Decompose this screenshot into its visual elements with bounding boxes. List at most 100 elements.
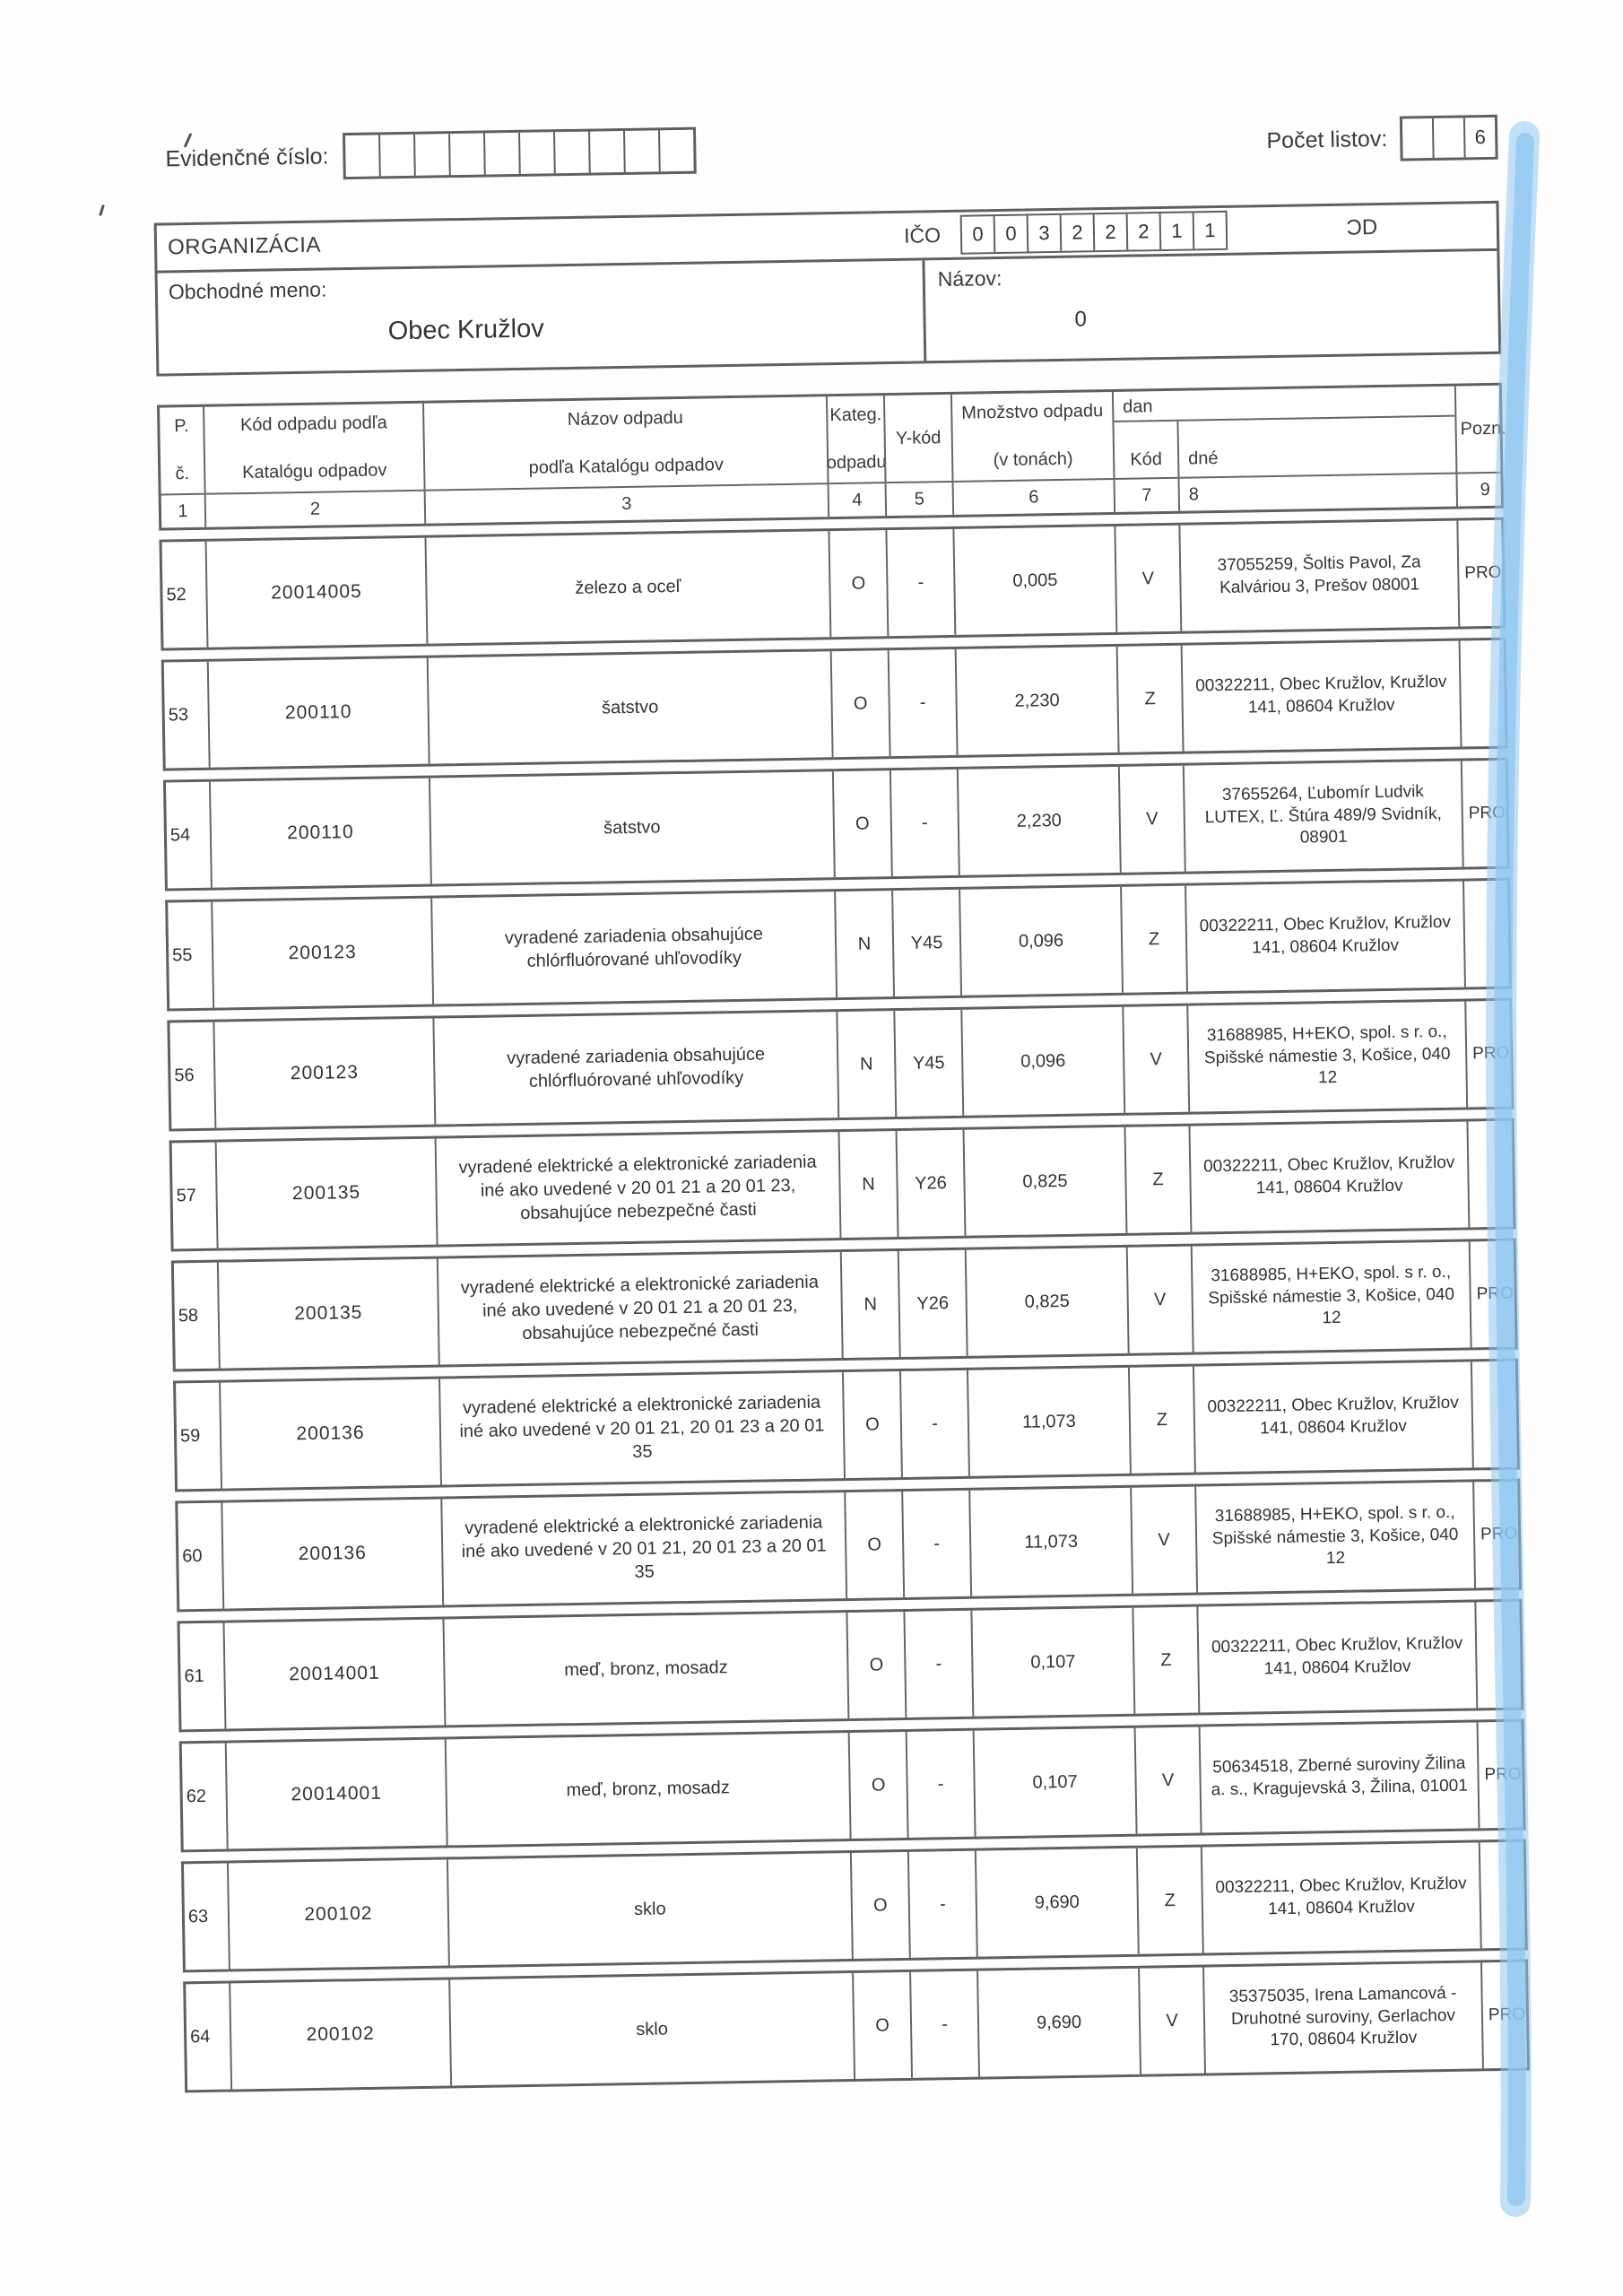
y-code-cell: - — [898, 1370, 968, 1478]
header-cell-waste-code: Kód odpadu podľa Katalógu odpadov — [203, 403, 424, 493]
evidence-number-cell — [518, 132, 554, 174]
organization-cell: 00322211, Obec Kružlov, Kružlov 141, 086… — [1185, 881, 1464, 992]
waste-code-cell: 20014001 — [224, 1739, 447, 1849]
y-code-cell: Y26 — [895, 1129, 965, 1238]
sheet-count-label: Počet listov: — [1266, 126, 1388, 153]
sheet-count-boxes: 6 — [1399, 114, 1498, 161]
header-name-top: Názov odpadu — [567, 407, 683, 430]
category-cell: O — [846, 1612, 906, 1719]
note-cell: PRO — [1464, 1000, 1516, 1108]
waste-name-cell: vyradené zariadenia obsahujúce chlórfluó… — [432, 1012, 838, 1125]
nazov-value: 0 — [1074, 307, 1088, 332]
handling-code-cell: V — [1138, 1967, 1204, 2074]
quantity-cell: 0,005 — [952, 526, 1116, 635]
category-cell: N — [839, 1251, 899, 1359]
waste-code-cell: 200135 — [214, 1138, 437, 1248]
category-cell: O — [844, 1492, 904, 1599]
evidence-number-cell — [413, 134, 449, 176]
waste-code-cell: 20014005 — [204, 537, 427, 648]
y-code-cell: - — [889, 769, 959, 877]
note-cell — [1470, 1361, 1517, 1468]
sheet-count-value: 6 — [1462, 117, 1496, 158]
evidence-number-cell — [448, 133, 484, 176]
waste-name-cell: vyradené zariadenia obsahujúce chlórfluó… — [430, 891, 837, 1004]
organization-cell: 00322211, Obec Kružlov, Kružlov 141, 086… — [1196, 1602, 1477, 1713]
column-number-cell: 2 — [204, 491, 425, 527]
column-number-cell: 7 — [1113, 478, 1179, 512]
organization-cell: 31688985, H+EKO, spol. s r. o., Spišské … — [1186, 1001, 1467, 1112]
evidence-number-cell — [658, 129, 694, 172]
nazov-label: Názov: — [937, 265, 1002, 291]
document-body: Evidenčné číslo: Počet listov: 6 ORGANIZ… — [152, 113, 1532, 2093]
waste-name-cell: vyradené elektrické a elektronické zaria… — [440, 1492, 846, 1605]
handling-code-cell: V — [1125, 1246, 1193, 1353]
column-number-cell: 5 — [884, 482, 953, 517]
ico-label: IČO — [903, 222, 942, 248]
y-code-cell: - — [887, 648, 957, 757]
handling-code-cell: V — [1133, 1726, 1201, 1834]
table-row: 53 200110 šatstvo O -2,230 Z 00322211, Obec Kr… — [161, 637, 1508, 771]
waste-name-cell: sklo — [446, 1853, 852, 1966]
handling-code-cell: V — [1117, 765, 1185, 873]
organization-cell: 00322211, Obec Kružlov, Kružlov 141, 086… — [1200, 1842, 1480, 1953]
row-number-cell: 52 — [166, 585, 187, 605]
organization-cell: 00322211, Obec Kružlov, Kružlov 141, 086… — [1188, 1121, 1469, 1232]
ico-digit-cell: 2 — [1092, 213, 1127, 251]
header-cell-quantity: Množstvo odpadu (v tonách) — [950, 391, 1114, 481]
waste-name-cell: vyradené elektrické a elektronické zaria… — [434, 1132, 840, 1245]
table-row: 55 200123 vyradené zariadenia obsahujúce c… — [165, 877, 1512, 1012]
waste-name-cell: vyradené elektrické a elektronické zaria… — [436, 1252, 842, 1365]
evidence-number-cell — [588, 130, 624, 173]
note-cell: PRO — [1456, 519, 1508, 627]
row-number-cell: 56 — [174, 1065, 195, 1086]
quantity-cell: 0,107 — [972, 1727, 1136, 1837]
column-number-cell: 3 — [423, 484, 829, 524]
quantity-cell: 11,073 — [966, 1367, 1130, 1476]
ico-digit-cell: 1 — [1159, 213, 1193, 250]
category-cell: O — [828, 530, 888, 638]
table-row: 61 20014001 meď, bronz, mosadz O -0,107 Z 0032… — [177, 1598, 1524, 1733]
note-cell: PRO — [1472, 1481, 1524, 1588]
y-code-cell: Y45 — [893, 1009, 963, 1118]
header-qty-bottom: (v tonách) — [993, 448, 1073, 471]
evidence-number-cell — [483, 132, 519, 175]
header-kateg-bottom: odpadu — [826, 452, 887, 474]
y-code-cell: Y26 — [897, 1249, 967, 1358]
category-cell: N — [836, 1011, 896, 1118]
organization-detail-row: Obchodné meno: Obec Kružlov Názov: 0 — [157, 251, 1499, 374]
evidence-number-cell — [345, 135, 379, 177]
handling-code-cell: Z — [1132, 1606, 1199, 1714]
note-cell — [1462, 880, 1509, 987]
note-cell — [1478, 1841, 1525, 1949]
row-number-cell: 61 — [184, 1665, 204, 1687]
header-kateg-top: Kateg. — [829, 404, 882, 426]
waste-code-cell: 200136 — [219, 1378, 441, 1489]
handling-code-cell: V — [1114, 525, 1181, 632]
organization-cell: 00322211, Obec Kružlov, Kružlov 141, 086… — [1192, 1361, 1472, 1473]
organization-cell: 31688985, H+EKO, spol. s r. o., Spišské … — [1194, 1482, 1475, 1593]
note-cell — [1458, 639, 1506, 747]
header-dan-kod-label: Kód — [1114, 421, 1180, 478]
row-number-cell: 63 — [187, 1906, 209, 1927]
evidence-number-label: Evidenčné číslo: — [165, 143, 329, 171]
handling-code-cell: Z — [1127, 1366, 1194, 1474]
header-pc-top: P. — [174, 416, 189, 437]
scan-artifact — [99, 204, 105, 217]
table-row: 63 200102 sklo O -9,690 Z 00322211, Obec Kružl… — [180, 1839, 1528, 1973]
column-number-cell: 6 — [951, 479, 1115, 515]
row-number-cell: 64 — [189, 2026, 211, 2048]
table-row: 64 200102 sklo O -9,690 V 35375035, Irena Lama… — [183, 1959, 1532, 2093]
table-row: 52 20014005 železo a oceľ O -0,005 V 37055259,… — [159, 517, 1508, 651]
organization-cell: 00322211, Obec Kružlov, Kružlov 141, 086… — [1180, 640, 1461, 752]
category-cell: O — [831, 770, 891, 878]
header-dan-dne-label: dné — [1187, 448, 1219, 469]
handling-code-cell: Z — [1124, 1126, 1191, 1233]
y-code-cell: - — [885, 528, 955, 637]
quantity-cell: 9,690 — [974, 1848, 1138, 1957]
organization-cell: 50634518, Zberné suroviny Žilina a. s., … — [1198, 1722, 1479, 1833]
y-code-cell: - — [903, 1610, 973, 1718]
header-cell-category: Kateg. odpadu — [825, 396, 887, 483]
row-number-cell: 60 — [182, 1545, 203, 1567]
